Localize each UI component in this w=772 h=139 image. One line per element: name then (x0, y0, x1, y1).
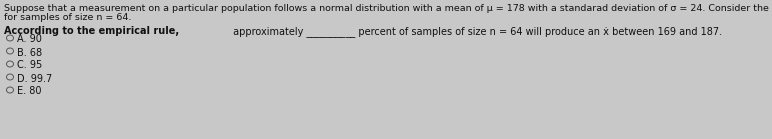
Text: A. 90: A. 90 (17, 34, 42, 44)
Text: D. 99.7: D. 99.7 (17, 74, 52, 84)
Text: According to the empirical rule,: According to the empirical rule, (4, 26, 179, 36)
Text: approximately __________ percent of samples of size n = 64 will produce an ẋ bet: approximately __________ percent of samp… (230, 26, 722, 37)
Text: Suppose that a measurement on a particular population follows a normal distribut: Suppose that a measurement on a particul… (4, 4, 772, 13)
Text: E. 80: E. 80 (17, 86, 42, 96)
Text: C. 95: C. 95 (17, 60, 42, 70)
Text: B. 68: B. 68 (17, 48, 42, 58)
Text: for samples of size n = 64.: for samples of size n = 64. (4, 13, 131, 22)
